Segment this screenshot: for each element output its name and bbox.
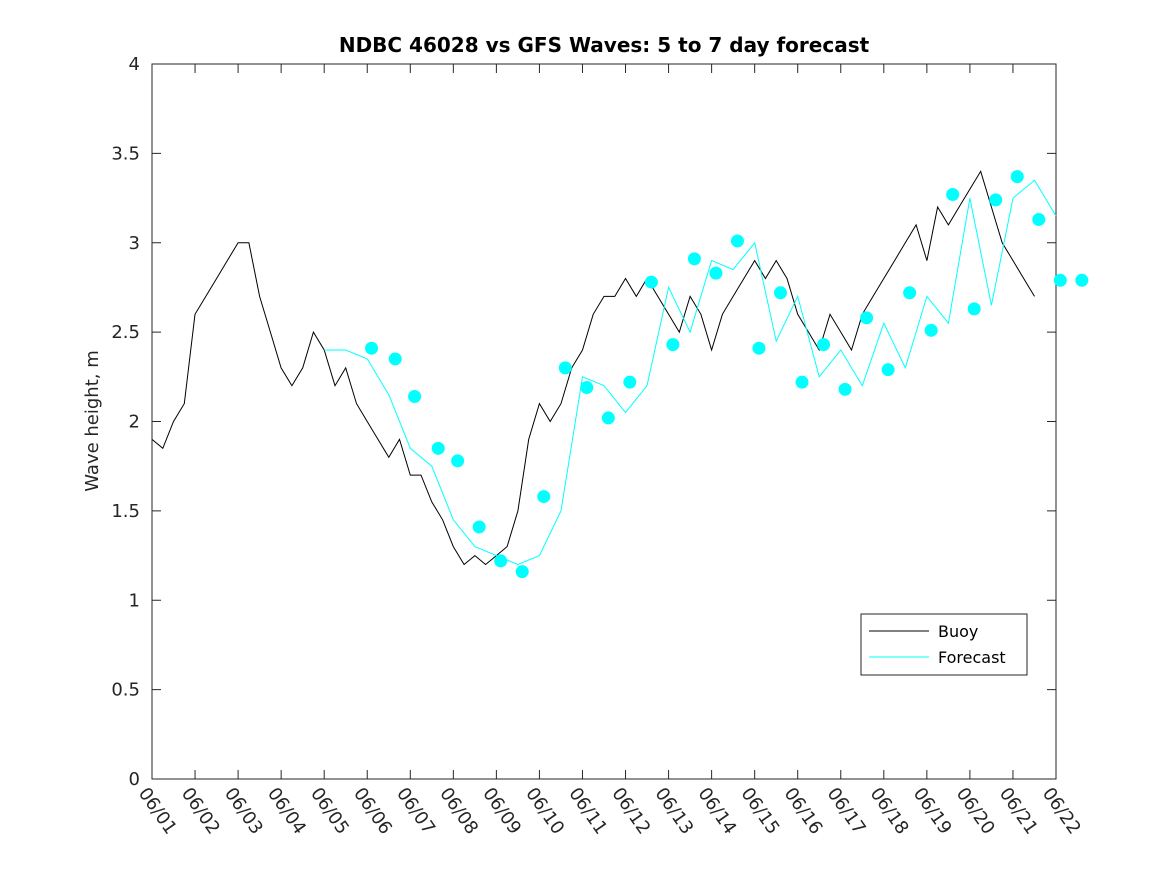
x-tick-label: 06/22 [1038, 784, 1085, 839]
chart-title: NDBC 46028 vs GFS Waves: 5 to 7 day fore… [339, 33, 870, 57]
x-tick-label: 06/18 [866, 784, 913, 839]
forecast-marker [623, 375, 637, 389]
forecast-marker [924, 323, 938, 337]
x-tick-label: 06/04 [263, 784, 310, 839]
x-tick-label: 06/03 [220, 784, 267, 839]
forecast-marker [537, 490, 551, 504]
series-forecast-line [324, 179, 1057, 566]
forecast-marker [903, 286, 917, 300]
x-tick-label: 06/14 [694, 784, 741, 839]
legend: Buoy Forecast [860, 613, 1028, 676]
forecast-marker [860, 311, 874, 325]
x-tick-label: 06/07 [392, 784, 439, 839]
y-tick-label: 0.5 [111, 680, 140, 701]
y-tick-label: 0 [129, 769, 140, 790]
legend-buoy-label: Buoy [938, 622, 978, 641]
x-tick-label: 06/20 [952, 784, 999, 839]
plot-area: 00.511.522.533.5406/0106/0206/0306/0406/… [111, 54, 1089, 839]
forecast-marker [644, 275, 658, 289]
forecast-marker [967, 302, 981, 316]
forecast-marker [881, 363, 895, 377]
forecast-marker [1053, 273, 1067, 287]
forecast-marker [494, 554, 508, 568]
forecast-marker [989, 193, 1003, 207]
forecast-marker [1032, 213, 1046, 227]
forecast-marker [817, 338, 831, 352]
forecast-marker [687, 252, 701, 266]
y-tick-label: 1 [129, 590, 140, 611]
x-tick-label: 06/01 [134, 784, 181, 839]
x-tick-label: 06/16 [780, 784, 827, 839]
forecast-marker [388, 352, 402, 366]
x-tick-label: 06/11 [564, 784, 611, 839]
forecast-marker [408, 389, 422, 403]
forecast-marker [838, 382, 852, 396]
y-tick-label: 2 [129, 412, 140, 433]
x-tick-label: 06/10 [521, 784, 568, 839]
forecast-marker [1010, 170, 1024, 184]
forecast-marker [730, 234, 744, 248]
legend-box [860, 613, 1028, 676]
x-tick-label: 06/08 [435, 784, 482, 839]
forecast-marker [558, 361, 572, 375]
x-tick-label: 06/17 [823, 784, 870, 839]
y-tick-label: 3.5 [111, 143, 140, 164]
forecast-marker [601, 411, 615, 425]
x-tick-label: 06/09 [478, 784, 525, 839]
series-buoy-line [151, 170, 1035, 566]
forecast-marker [472, 520, 486, 534]
y-tick-label: 2.5 [111, 322, 140, 343]
forecast-marker [431, 441, 445, 455]
forecast-marker [946, 187, 960, 201]
forecast-marker [451, 454, 465, 468]
y-tick-label: 3 [129, 233, 140, 254]
x-tick-label: 06/06 [349, 784, 396, 839]
x-tick-label: 06/21 [995, 784, 1042, 839]
y-axis-label: Wave height, m [82, 350, 103, 491]
forecast-marker [773, 286, 787, 300]
y-tick-label: 4 [129, 54, 140, 75]
forecast-marker [666, 338, 680, 352]
x-tick-label: 06/19 [909, 784, 956, 839]
forecast-marker [515, 565, 529, 579]
x-tick-label: 06/12 [607, 784, 654, 839]
forecast-marker [365, 341, 379, 355]
forecast-marker [580, 381, 594, 395]
legend-forecast-label: Forecast [938, 648, 1006, 667]
forecast-marker [795, 375, 809, 389]
x-tick-label: 06/02 [177, 784, 224, 839]
forecast-marker [1075, 273, 1089, 287]
forecast-marker [752, 341, 766, 355]
y-tick-label: 1.5 [111, 501, 140, 522]
forecast-marker [709, 266, 723, 280]
x-tick-label: 06/15 [737, 784, 784, 839]
x-tick-label: 06/13 [650, 784, 697, 839]
x-tick-label: 06/05 [306, 784, 353, 839]
